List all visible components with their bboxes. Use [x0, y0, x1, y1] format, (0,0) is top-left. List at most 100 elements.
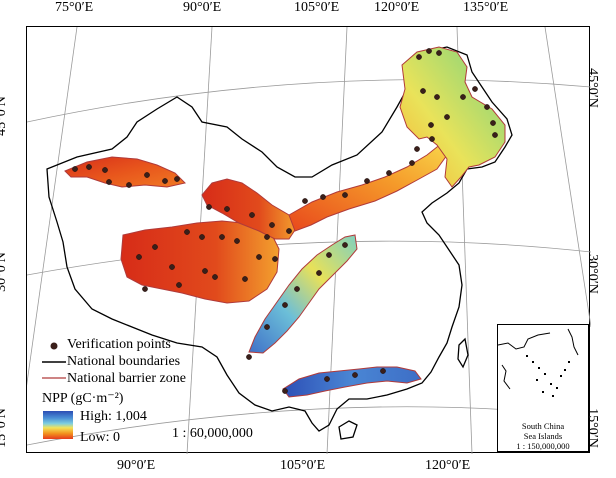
barrier-zone-pearl-river	[282, 366, 422, 398]
verification-point	[174, 176, 180, 182]
verification-point	[416, 54, 422, 60]
verification-point	[282, 388, 288, 394]
verification-point	[324, 376, 330, 382]
barrier-zone-yangtze-loess	[248, 234, 358, 354]
verification-point	[202, 268, 208, 274]
national-boundary	[46, 46, 513, 432]
inset-caption-line1: South China	[521, 421, 565, 431]
verification-point	[426, 48, 432, 54]
inset-scale: 1 : 150,000,000	[516, 441, 570, 451]
bottom-tick-90e: 90°0′E	[117, 458, 156, 473]
verification-point	[386, 170, 392, 176]
bottom-tick-105e: 105°0′E	[280, 458, 326, 473]
verification-point	[364, 178, 370, 184]
inset-island	[542, 391, 544, 393]
inset-map	[498, 328, 579, 397]
inset-caption-line2: Sea Islands	[523, 431, 563, 441]
verification-point	[380, 368, 386, 374]
top-tick-105e: 105°0′E	[294, 0, 340, 15]
verification-point	[282, 302, 288, 308]
map-scale: 1 : 60,000,000	[172, 426, 253, 441]
verification-point	[302, 198, 308, 204]
right-tick-45n: 45°0′N	[584, 68, 600, 108]
barrier-zone-north-shelter	[288, 142, 448, 232]
verification-point	[169, 264, 175, 270]
verification-point	[224, 206, 230, 212]
barrier-zone-xinjiang	[64, 156, 186, 188]
legend-npp-title: NPP (gC·m⁻²)	[42, 391, 124, 406]
verification-point	[490, 120, 496, 126]
inset-island	[556, 387, 558, 389]
verification-point	[86, 164, 92, 170]
legend-symbols	[42, 342, 66, 379]
inset-island	[536, 379, 538, 381]
legend-low-label: Low: 0	[80, 430, 121, 445]
verification-point	[444, 114, 450, 120]
verification-point	[152, 244, 158, 250]
top-tick-90e: 90°0′E	[183, 0, 222, 15]
right-tick-30n: 30°0′N	[584, 254, 600, 294]
npp-color-ramp	[43, 411, 73, 439]
left-tick-30n: 30°0′N	[0, 252, 9, 292]
south-china-sea-inset: South China Sea Islands 1 : 150,000,000	[497, 324, 589, 452]
verification-point	[199, 234, 205, 240]
verification-point-symbol	[50, 342, 58, 350]
verification-point	[184, 229, 190, 235]
verification-point	[436, 50, 442, 56]
inset-island	[550, 383, 552, 385]
inset-island	[526, 355, 528, 357]
verification-point	[102, 167, 108, 173]
verification-point	[136, 254, 142, 260]
legend-high-label: High: 1,004	[80, 409, 147, 424]
verification-point	[264, 234, 270, 240]
verification-point	[484, 104, 490, 110]
verification-point	[472, 86, 478, 92]
left-tick-15n: 15°0′N	[0, 408, 9, 448]
verification-point	[256, 254, 262, 260]
verification-point	[176, 282, 182, 288]
bottom-tick-120e: 120°0′E	[425, 458, 471, 473]
verification-point	[219, 234, 225, 240]
verification-point	[414, 146, 420, 152]
verification-point	[316, 270, 322, 276]
map-frame	[26, 26, 591, 454]
verification-point	[326, 252, 332, 258]
verification-point	[144, 172, 150, 178]
verification-point	[162, 178, 168, 184]
verification-point	[342, 192, 348, 198]
taiwan-island	[457, 337, 469, 369]
verification-point	[460, 94, 466, 100]
verification-point	[294, 286, 300, 292]
barrier-zone-northeast	[399, 46, 506, 188]
legend-boundaries-label: National boundaries	[67, 354, 181, 369]
inset-island	[560, 375, 562, 377]
map-canvas	[27, 27, 591, 454]
verification-point	[106, 179, 112, 185]
top-tick-120e: 120°0′E	[374, 0, 420, 15]
verification-point	[249, 212, 255, 218]
verification-point	[269, 222, 275, 228]
hainan-island	[338, 420, 358, 440]
inset-islands	[526, 355, 570, 397]
verification-point	[420, 88, 426, 94]
inset-coastline-west	[501, 364, 511, 390]
left-tick-45n: 45°0′N	[0, 96, 9, 136]
top-tick-75e: 75°0′E	[55, 0, 94, 15]
verification-point	[246, 354, 252, 360]
verification-point	[429, 136, 435, 142]
legend-barrier-label: National barrier zone	[67, 371, 186, 386]
legend-verification-label: Verification points	[67, 337, 171, 352]
inset-coastline-east	[567, 328, 579, 356]
verification-point	[352, 372, 358, 378]
verification-point	[142, 286, 148, 292]
verification-point	[234, 238, 240, 244]
inset-island	[538, 367, 540, 369]
verification-point	[212, 274, 218, 280]
inset-island	[568, 361, 570, 363]
verification-point	[434, 94, 440, 100]
barrier-zones	[64, 46, 506, 398]
verification-point	[320, 194, 326, 200]
inset-coastline	[498, 332, 551, 350]
verification-points	[72, 48, 498, 394]
inset-island	[544, 373, 546, 375]
